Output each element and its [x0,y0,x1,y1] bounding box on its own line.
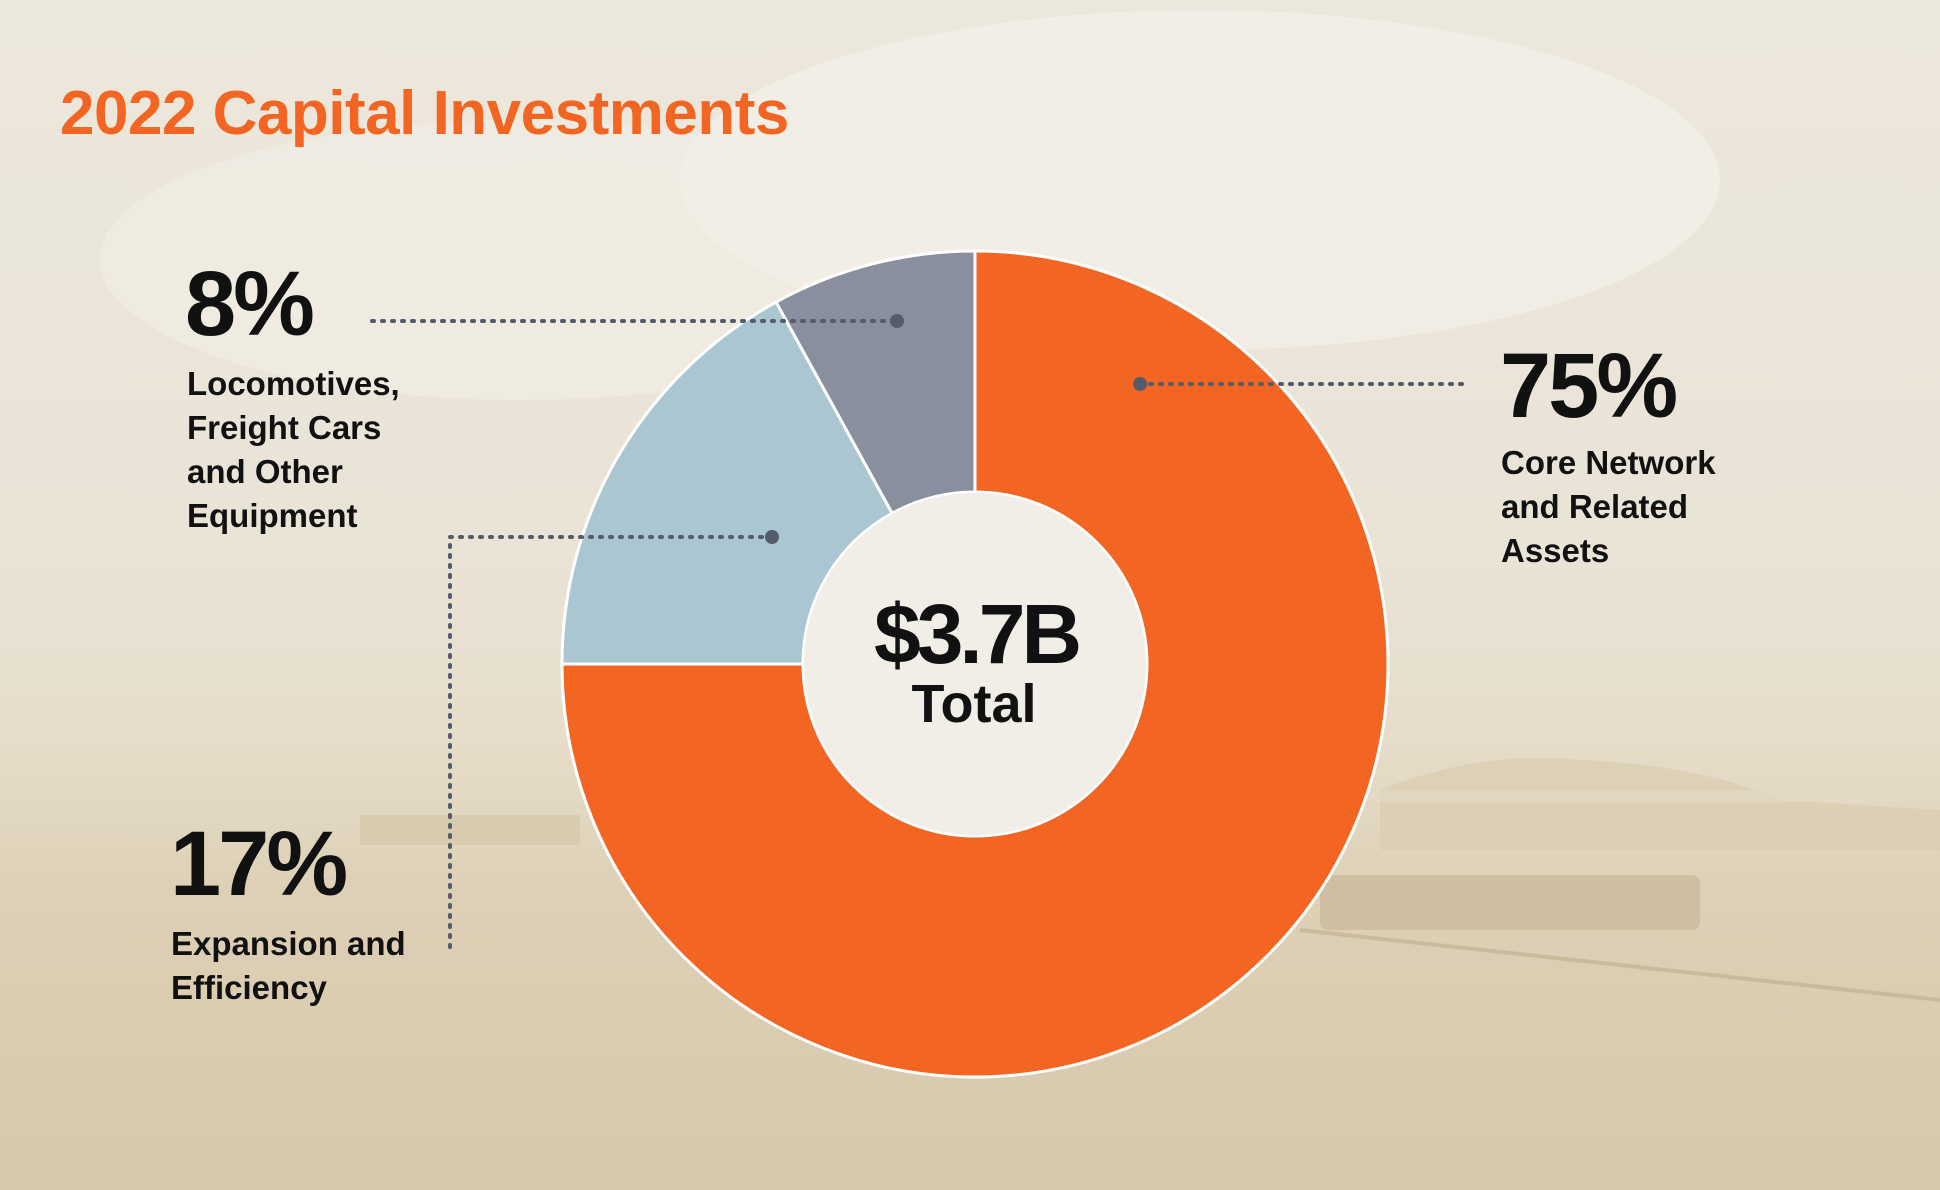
donut-center: $3.7B Total [874,587,1082,734]
donut-slice-17 [560,300,895,666]
slice-label-8: Locomotives, Freight Cars and Other Equi… [187,365,400,534]
slice-percent-17: 17% [170,813,348,915]
leader-dot-75 [1133,377,1147,391]
donut-hole [804,493,1146,835]
donut-slice-8 [773,249,977,516]
leader-line-17 [448,535,774,952]
total-label: Total [911,674,1037,734]
total-value: $3.7B [874,587,1082,681]
leader-dot-8 [890,314,904,328]
slice-percent-75: 75% [1500,335,1678,437]
leader-dot-17 [765,530,779,544]
slice-percent-8: 8% [185,253,315,355]
slice-label-75: Core Network and Related Assets [1501,444,1716,569]
donut-slice-75 [560,249,1390,1079]
chart-title: 2022 Capital Investments [60,79,789,148]
slice-label-17: Expansion and Efficiency [171,925,406,1006]
